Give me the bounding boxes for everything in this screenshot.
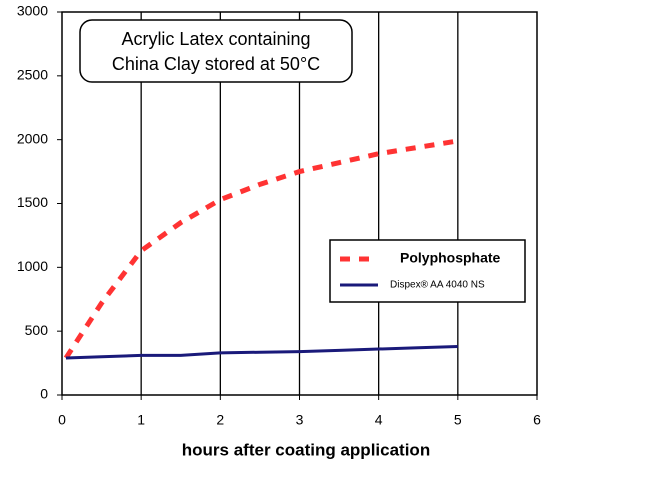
legend-label: Polyphosphate — [400, 250, 501, 266]
y-tick-label: 1000 — [17, 258, 48, 274]
x-tick-label: 4 — [375, 412, 383, 428]
x-tick-label: 6 — [533, 412, 541, 428]
x-axis-label: hours after coating application — [182, 440, 430, 459]
x-tick-label: 2 — [216, 412, 224, 428]
x-tick-label: 3 — [296, 412, 304, 428]
title-box — [79, 19, 353, 83]
legend — [329, 239, 526, 303]
y-tick-label: 2000 — [17, 130, 48, 146]
series-line — [63, 138, 459, 360]
x-tick-label: 0 — [58, 412, 66, 428]
chart-title: Acrylic Latex containing — [121, 29, 310, 49]
y-tick-label: 500 — [25, 322, 49, 338]
y-tick-label: 0 — [40, 386, 48, 402]
chart-title: China Clay stored at 50°C — [112, 54, 320, 74]
y-tick-label: 2500 — [17, 67, 48, 83]
series-line — [65, 344, 458, 360]
x-tick-label: 1 — [137, 412, 145, 428]
x-tick-label: 5 — [454, 412, 462, 428]
legend-label: Dispex® AA 4040 NS — [390, 280, 485, 291]
y-tick-label: 3000 — [17, 3, 48, 19]
y-tick-label: 1500 — [17, 194, 48, 210]
